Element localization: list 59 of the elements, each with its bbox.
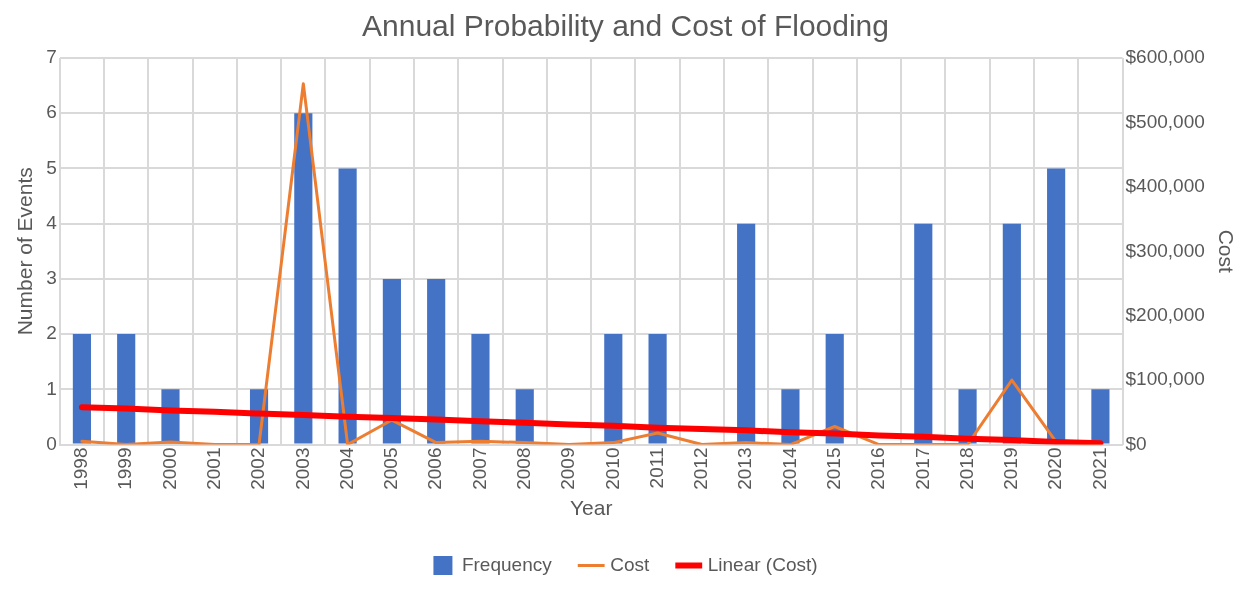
- y-tick-label: 3: [46, 267, 57, 289]
- x-tick-label: 1999: [114, 447, 136, 490]
- x-tick-label: 2013: [734, 447, 756, 490]
- y-tick-label: 5: [46, 156, 57, 178]
- y-tick-label: 6: [46, 101, 57, 123]
- bar: [1091, 389, 1110, 444]
- x-tick-label: 2006: [424, 447, 446, 490]
- x-tick-label: 1998: [70, 447, 92, 490]
- x-tick-label: 2011: [645, 447, 667, 489]
- x-tick-label: 2020: [1044, 447, 1066, 490]
- bar: [427, 278, 446, 444]
- y-tick-label: 4: [46, 211, 58, 233]
- bar: [382, 278, 401, 444]
- x-tick-label: 2014: [778, 447, 800, 490]
- bar: [117, 334, 136, 444]
- x-tick-label: 2007: [468, 447, 490, 490]
- x-tick-label: 2018: [955, 447, 977, 490]
- y-tick-label: 1: [46, 377, 57, 399]
- bar: [72, 334, 91, 444]
- y2-tick-label: $100,000: [1125, 368, 1205, 390]
- legend-label: Linear (Cost): [707, 553, 818, 575]
- x-tick-label: 2002: [247, 447, 269, 490]
- x-tick-label: 2010: [601, 447, 623, 490]
- y-tick-label: 2: [46, 322, 57, 344]
- y-tick-label: 7: [46, 46, 57, 68]
- bar: [338, 168, 357, 444]
- x-tick-label: 2012: [690, 447, 712, 490]
- y2-tick-label: $500,000: [1125, 110, 1205, 132]
- y2-axis-title: Cost: [1214, 229, 1238, 274]
- chart-title: Annual Probability and Cost of Flooding: [362, 9, 889, 43]
- bar: [1002, 223, 1021, 444]
- x-tick-label: 2017: [911, 447, 933, 490]
- x-tick-label: 2009: [557, 447, 579, 490]
- bar: [294, 113, 313, 444]
- y-axis-title: Number of Events: [13, 167, 37, 336]
- x-tick-label: 2019: [1000, 447, 1022, 490]
- x-tick-label: 2001: [202, 447, 224, 490]
- x-tick-label: 2004: [335, 447, 357, 490]
- bar: [648, 334, 667, 444]
- x-tick-label: 2008: [512, 447, 534, 490]
- y2-tick-label: $0: [1125, 432, 1147, 454]
- bar: [825, 334, 844, 444]
- y2-tick-label: $400,000: [1125, 175, 1205, 197]
- bar: [471, 334, 490, 444]
- x-axis-title: Year: [569, 496, 613, 520]
- x-tick-label: 2016: [867, 447, 889, 490]
- legend-label: Cost: [610, 553, 650, 575]
- x-tick-label: 2000: [158, 447, 180, 490]
- x-tick-label: 2003: [291, 447, 313, 490]
- legend-label: Frequency: [461, 553, 553, 575]
- y2-tick-label: $600,000: [1125, 46, 1205, 68]
- x-tick-label: 2015: [822, 447, 844, 490]
- x-tick-label: 2005: [380, 447, 402, 490]
- x-tick-label: 2021: [1088, 447, 1110, 490]
- bar: [737, 223, 756, 444]
- y2-tick-label: $200,000: [1125, 303, 1205, 325]
- y2-tick-label: $300,000: [1125, 239, 1205, 261]
- bar: [914, 223, 933, 444]
- y-tick-label: 0: [46, 432, 57, 454]
